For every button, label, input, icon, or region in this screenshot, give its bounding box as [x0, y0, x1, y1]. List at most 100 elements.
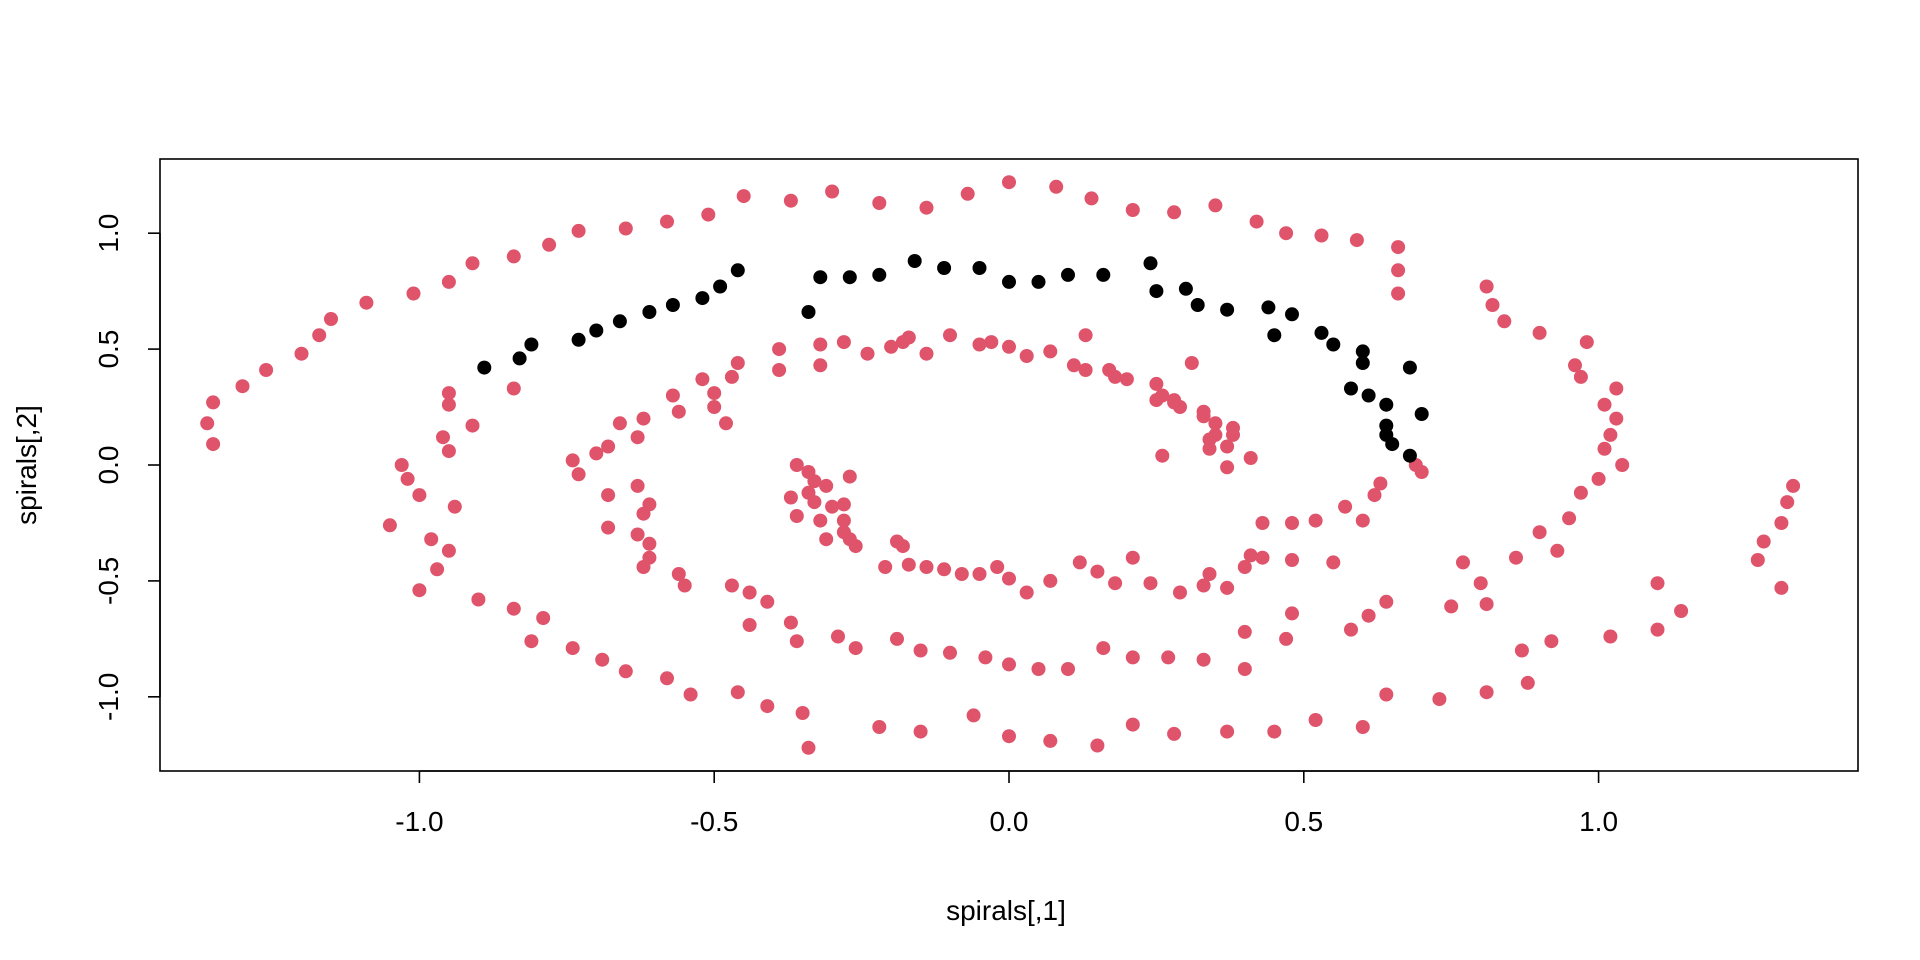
data-point-red	[665, 388, 680, 403]
data-point-red	[1149, 393, 1164, 408]
y-tick-label: -1.0	[93, 673, 124, 721]
data-point-red	[813, 513, 828, 528]
data-point-black	[1031, 274, 1046, 289]
data-point-red	[1562, 511, 1577, 526]
x-tick-label: 0.0	[990, 806, 1029, 837]
data-point-red	[736, 189, 751, 204]
data-point-red	[636, 411, 651, 426]
data-point-black	[642, 305, 657, 319]
data-point-red	[1391, 240, 1406, 255]
data-point-red	[1243, 548, 1258, 563]
data-point-red	[1367, 488, 1382, 503]
data-point-red	[742, 618, 757, 632]
data-point-red	[1002, 571, 1016, 586]
data-point-red	[565, 453, 580, 468]
data-point-red	[430, 562, 445, 577]
data-point-red	[312, 328, 327, 343]
data-point-red	[630, 478, 645, 493]
data-point-red	[1591, 471, 1606, 486]
data-point-red	[789, 509, 804, 523]
data-point-red	[972, 567, 987, 581]
data-point-red	[1220, 460, 1235, 475]
data-point-red	[730, 356, 745, 370]
data-point-red	[1108, 576, 1123, 591]
data-point-red	[813, 337, 828, 352]
data-point-black	[477, 360, 492, 375]
data-point-red	[943, 328, 957, 343]
data-point-red	[1650, 622, 1665, 637]
data-point-red	[1432, 692, 1447, 707]
data-point-red	[206, 395, 221, 410]
data-point-red	[359, 295, 374, 310]
data-point-red	[660, 214, 674, 229]
data-point-red	[1349, 233, 1364, 248]
data-point-red	[789, 458, 804, 472]
x-tick-label: 1.0	[1579, 806, 1618, 837]
data-point-black	[713, 279, 728, 294]
data-point-red	[1355, 720, 1370, 734]
data-point-red	[1479, 685, 1494, 700]
data-point-red	[819, 478, 834, 493]
y-axis: -1.0 -0.5 0.0 0.5 1.0	[93, 214, 161, 721]
data-point-red	[506, 381, 521, 396]
data-point-red	[235, 379, 250, 394]
data-point-red	[960, 186, 975, 201]
data-point-black	[1379, 397, 1394, 412]
data-point-red	[294, 346, 309, 361]
data-point-red	[783, 615, 798, 630]
data-point-black	[1261, 300, 1276, 315]
x-tick-label: -0.5	[690, 806, 738, 837]
data-point-red	[447, 499, 462, 514]
data-point-red	[1285, 553, 1299, 567]
data-point-red	[630, 430, 645, 445]
data-point-red	[1609, 381, 1624, 396]
data-point-red	[1603, 629, 1618, 644]
data-point-red	[919, 200, 934, 215]
data-point-black	[1361, 388, 1376, 403]
data-point-red	[1002, 339, 1016, 354]
data-point-red	[1473, 576, 1488, 591]
y-tick-label: 0.0	[93, 446, 124, 485]
x-axis-label: spirals[,1]	[946, 895, 1066, 926]
data-point-red	[1485, 298, 1500, 312]
data-point-red	[1361, 608, 1376, 623]
data-point-black	[937, 261, 952, 275]
data-point-red	[1237, 624, 1252, 639]
data-point-red	[783, 193, 798, 208]
data-point-red	[324, 312, 338, 326]
data-point-red	[1220, 724, 1235, 739]
data-point-red	[589, 446, 604, 461]
data-point-red	[695, 372, 710, 387]
data-point-red	[1308, 713, 1323, 727]
data-point-red	[701, 207, 716, 222]
data-point-red	[795, 706, 810, 720]
data-point-black	[665, 298, 680, 312]
data-point-red	[1338, 499, 1353, 514]
data-point-red	[813, 358, 828, 373]
data-point-red	[1308, 513, 1323, 528]
data-point-red	[571, 467, 586, 482]
data-point-red	[524, 634, 539, 649]
data-point-red	[1391, 263, 1406, 278]
data-point-red	[742, 585, 757, 600]
data-point-black	[1402, 360, 1417, 375]
data-point-black	[524, 337, 539, 352]
data-point-red	[1509, 550, 1523, 565]
data-point-red	[1243, 451, 1258, 465]
data-point-black	[1143, 256, 1158, 271]
data-point-black	[972, 261, 987, 275]
data-point-red	[1774, 580, 1789, 595]
data-point-red	[954, 567, 969, 581]
data-point-red	[884, 339, 899, 354]
data-point-red	[872, 720, 887, 734]
data-point-red	[1615, 458, 1630, 472]
data-point-red	[441, 543, 456, 558]
plot-frame	[159, 158, 1859, 772]
data-point-red	[1780, 495, 1795, 510]
data-point-red	[772, 363, 787, 377]
data-point-red	[807, 495, 822, 510]
data-point-red	[441, 386, 456, 401]
data-point-red	[1084, 191, 1099, 206]
data-point-black	[1355, 344, 1370, 359]
data-point-red	[1208, 198, 1223, 213]
